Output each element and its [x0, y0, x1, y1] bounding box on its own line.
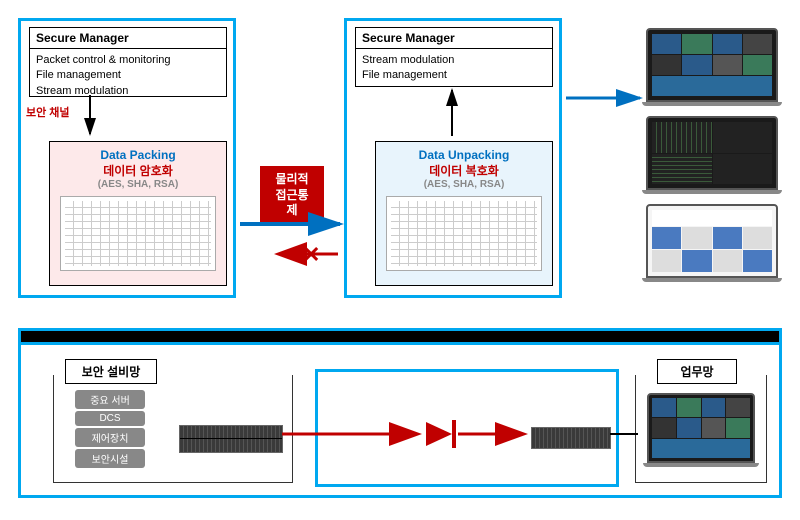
packing-box: Data Packing 데이터 암호화 (AES, SHA, RSA) [49, 141, 227, 286]
unpacking-l3: (AES, SHA, RSA) [376, 179, 552, 190]
screen-3 [646, 204, 778, 278]
bottom-screen [647, 393, 755, 463]
packing-l1: Data Packing [50, 148, 226, 162]
left-group: Secure Manager Packet control & monitori… [18, 18, 236, 298]
secure-channel-label: 보안 채널 [26, 104, 70, 120]
unpacking-box: Data Unpacking 데이터 복호화 (AES, SHA, RSA) [375, 141, 553, 286]
right-manager-body: Stream modulation File management [356, 49, 552, 88]
server-left [179, 425, 283, 453]
rm-line2: File management [362, 68, 546, 83]
cross-icon: ✕ [302, 242, 320, 268]
left-manager-title: Secure Manager [30, 28, 226, 49]
screen-1 [646, 28, 778, 102]
server-right [531, 427, 611, 449]
packing-l3: (AES, SHA, RSA) [50, 179, 226, 190]
right-manager-title: Secure Manager [356, 28, 552, 49]
lm-line2: File management [36, 68, 220, 83]
packing-l2: 데이터 암호화 [50, 162, 226, 179]
left-manager-body: Packet control & monitoring File managem… [30, 49, 226, 103]
left-manager-box: Secure Manager Packet control & monitori… [29, 27, 227, 97]
unpacking-l2: 데이터 복호화 [376, 162, 552, 179]
unpacking-l1: Data Unpacking [376, 148, 552, 162]
lm-line1: Packet control & monitoring [36, 53, 220, 68]
bottom-group: 보안 설비망 중요 서버 DCS 제어장치 보안시설 업무망 [18, 328, 782, 498]
unpacking-diagram [386, 196, 542, 271]
bottom-top-bar [21, 331, 779, 345]
screens-column [646, 28, 778, 282]
right-manager-box: Secure Manager Stream modulation File ma… [355, 27, 553, 87]
rm-line1: Stream modulation [362, 53, 546, 68]
screen-2 [646, 116, 778, 190]
lm-line3: Stream modulation [36, 84, 220, 99]
right-group: Secure Manager Stream modulation File ma… [344, 18, 562, 298]
packing-diagram [60, 196, 216, 271]
access-control-box: 물리적 접근통제 [260, 166, 324, 225]
